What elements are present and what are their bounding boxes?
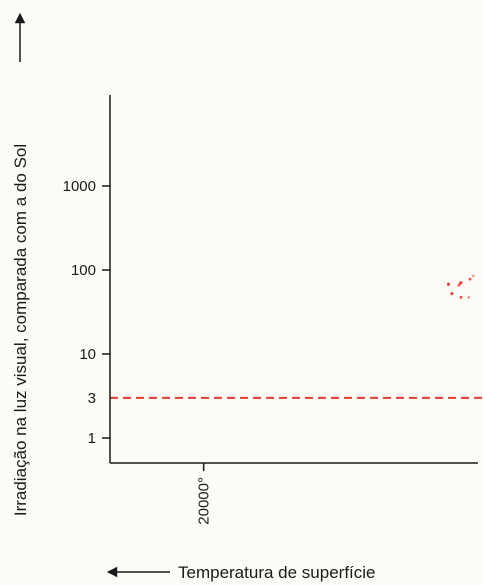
x-tick-label: 20000° [196,477,213,525]
x-axis-label: Temperatura de superfície [178,563,376,582]
y-ticks: 1 10 100 1000 [63,178,110,447]
star-point [457,283,461,287]
highlight-value-label: 3 [88,390,96,407]
star-point [468,277,472,281]
star-point [459,295,463,299]
x-ticks: 20000°10000°8000°7000°6000°5000°4000°300… [196,463,213,525]
data-points [446,274,475,299]
star-point [472,274,475,278]
y-axis-label: Irradiação na luz visual, comparada com … [11,144,30,516]
y-tick-label: 1 [88,430,96,447]
y-tick-label: 10 [79,346,96,363]
star-point [459,281,462,285]
star-point [450,292,454,296]
star-point [446,282,451,286]
star-point [467,296,470,299]
y-tick-label: 100 [71,262,96,279]
y-tick-label: 1000 [63,178,96,195]
